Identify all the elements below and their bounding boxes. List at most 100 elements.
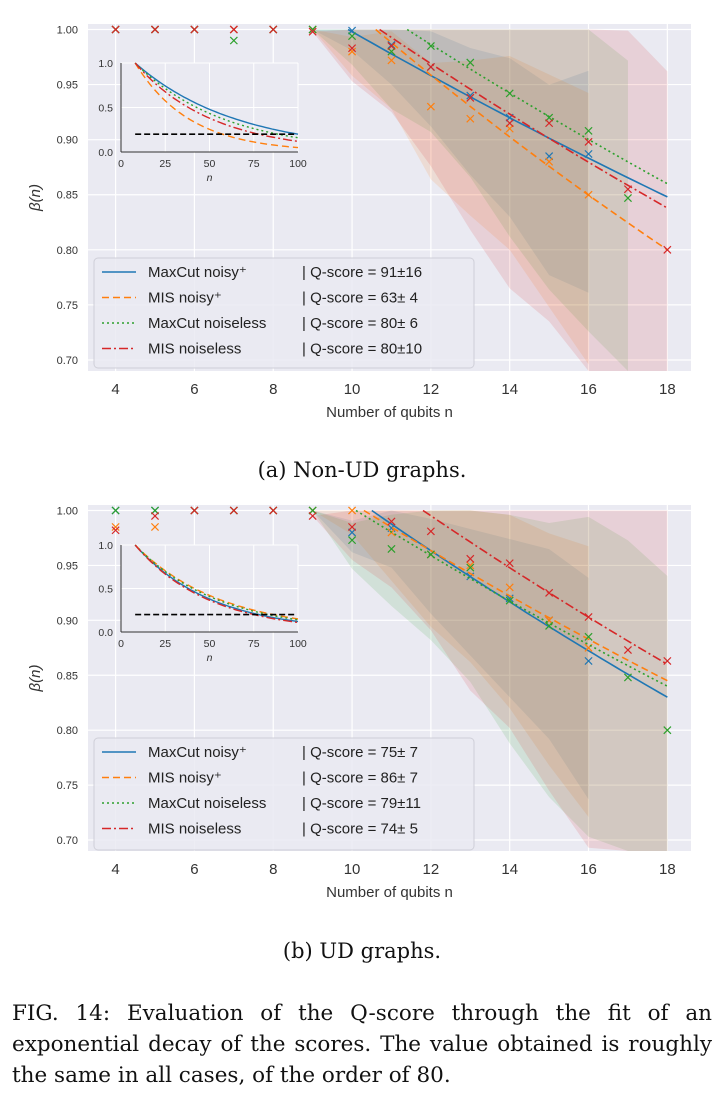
- marker-stroke: [505, 594, 514, 603]
- inset-x-tick-label: 50: [204, 638, 216, 650]
- marker-stroke: [584, 126, 593, 135]
- marker-stroke: [505, 596, 514, 605]
- data-point-maxcut_noisy: [505, 594, 514, 603]
- marker-stroke: [584, 656, 593, 665]
- data-point-maxcut_noiseless: [505, 596, 514, 605]
- data-point-mis_noiseless: [111, 526, 120, 535]
- x-tick-label: 12: [423, 381, 440, 398]
- marker-stroke: [426, 62, 435, 71]
- marker-stroke: [466, 93, 475, 102]
- y-tick-label: 0.90: [57, 135, 78, 147]
- subcaption-b: (b) UD graphs.: [282, 939, 442, 963]
- data-point-mis_noiseless: [663, 245, 672, 254]
- legend: MaxCut noisy⁺ | Q-score = 75± 7 MIS noisy⁺…: [93, 737, 475, 851]
- inset-x-tick-label: 25: [159, 158, 171, 170]
- data-point-mis_noiseless: [269, 25, 278, 34]
- marker-stroke: [229, 36, 238, 45]
- data-point-maxcut_noisy: [466, 91, 475, 100]
- data-point-mis_noiseless: [348, 44, 357, 53]
- inset-y-tick-label: 0.0: [98, 147, 113, 159]
- legend-label: MaxCut noiseless: [148, 795, 266, 812]
- marker-stroke: [348, 44, 357, 53]
- marker-stroke: [150, 25, 160, 34]
- data-point-mis_noisy: [348, 47, 357, 56]
- marker-stroke: [190, 506, 199, 515]
- y-tick-label: 0.80: [57, 245, 78, 257]
- data-point-maxcut_noisy: [584, 656, 593, 665]
- y-axis-label: β(n): [27, 665, 44, 693]
- data-point-maxcut_noisy: [387, 40, 396, 49]
- x-tick-label: 18: [659, 381, 676, 398]
- subcaption-a: (a) Non-UD graphs.: [257, 458, 467, 482]
- data-point-mis_noiseless: [150, 25, 160, 34]
- x-tick-label: 8: [269, 861, 277, 878]
- inset-fit-maxcut_noiseless: [134, 62, 299, 139]
- data-point-mis_noiseless: [190, 25, 199, 34]
- data-point-maxcut_noiseless: [426, 42, 435, 51]
- marker-stroke: [387, 56, 396, 65]
- marker-stroke: [348, 47, 357, 56]
- inset-x-tick-label: 0: [118, 158, 124, 170]
- marker-stroke: [150, 511, 160, 521]
- confidence-band: [115, 510, 668, 851]
- data-point-mis_noiseless: [466, 93, 475, 102]
- confidence-band: [115, 510, 668, 851]
- x-tick-label: 6: [190, 381, 198, 398]
- data-point-maxcut_noisy: [584, 149, 593, 159]
- data-point-mis_noiseless: [426, 527, 435, 536]
- x-axis-label: Number of qubits n: [326, 404, 453, 421]
- data-point-mis_noisy: [505, 583, 514, 592]
- chart-panel-a: 0.700.750.800.850.900.951.004 6 8 10 12 14 16 1…: [27, 24, 691, 421]
- data-point-mis_noisy: [466, 114, 475, 123]
- x-tick-label: 14: [501, 861, 518, 878]
- marker-stroke: [545, 621, 554, 630]
- marker-stroke: [623, 673, 632, 682]
- inset-x-tick-label: 0: [118, 638, 124, 650]
- legend-box: [93, 257, 475, 369]
- marker-stroke: [387, 42, 396, 51]
- marker-stroke: [505, 583, 514, 592]
- marker-stroke: [111, 25, 120, 34]
- inset-x-tick-label: 50: [204, 158, 216, 170]
- data-point-mis_noiseless: [584, 137, 593, 146]
- inset-fit-maxcut_noisy: [134, 544, 299, 623]
- data-point-mis_noiseless: [387, 42, 396, 51]
- marker-stroke: [466, 58, 475, 67]
- data-point-maxcut_noiseless: [545, 621, 554, 630]
- legend-score: | Q-score = 91±16: [302, 264, 422, 281]
- x-axis-label: Number of qubits n: [326, 884, 453, 901]
- marker-stroke: [426, 550, 435, 559]
- x-tick-label: 4: [111, 861, 119, 878]
- data-point-mis_noiseless: [190, 506, 199, 515]
- confidence-band: [115, 510, 589, 817]
- inset-fit-mis_noisy: [134, 62, 299, 149]
- inset-x-tick-label: 75: [248, 158, 260, 170]
- data-point-mis_noisy: [348, 506, 357, 515]
- marker-stroke: [426, 102, 435, 111]
- marker-stroke: [584, 190, 593, 199]
- marker-stroke: [229, 25, 238, 34]
- marker-stroke: [269, 506, 278, 515]
- x-tick-label: 10: [344, 861, 361, 878]
- marker-stroke: [545, 157, 554, 166]
- fit-line-maxcut_noisy: [347, 28, 668, 198]
- y-tick-label: 0.85: [57, 670, 78, 682]
- marker-stroke: [111, 506, 120, 515]
- data-point-mis_noiseless: [348, 522, 357, 531]
- marker-stroke: [229, 506, 238, 515]
- data-point-mis_noisy: [150, 522, 160, 531]
- data-point-mis_noiseless: [545, 119, 554, 128]
- y-tick-label: 0.75: [57, 300, 78, 312]
- inset-x-tick-label: 75: [248, 638, 260, 650]
- marker-stroke: [466, 561, 475, 570]
- inset-fit-maxcut_noisy: [134, 62, 299, 135]
- y-tick-label: 0.70: [57, 355, 78, 367]
- y-tick-label: 0.80: [57, 725, 78, 737]
- fit-line-maxcut_noiseless: [406, 28, 668, 185]
- marker-stroke: [466, 554, 475, 563]
- legend-label: MIS noisy⁺: [148, 290, 222, 307]
- marker-stroke: [387, 544, 396, 553]
- data-point-maxcut_noiseless: [663, 726, 672, 735]
- legend-label: MaxCut noiseless: [148, 315, 266, 332]
- inset-y-tick-label: 0.5: [98, 584, 113, 596]
